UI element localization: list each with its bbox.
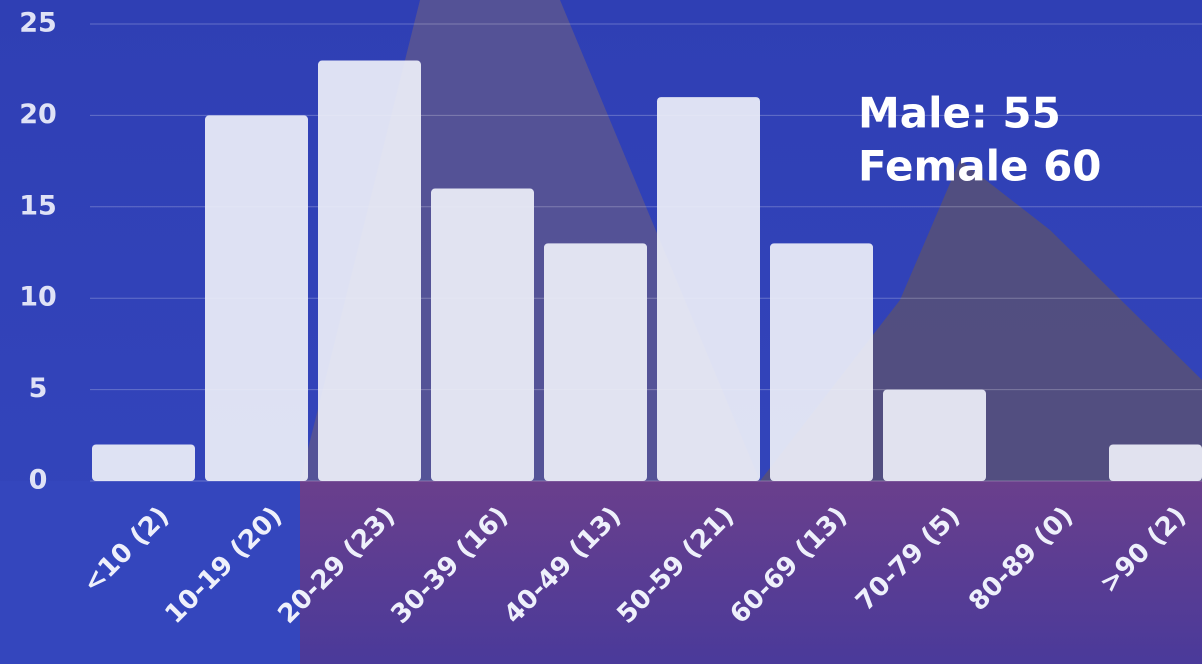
bar <box>657 97 760 482</box>
annotation: Male: 55 <box>858 89 1061 138</box>
y-tick-label: 20 <box>19 99 57 130</box>
y-tick-label: 10 <box>19 282 57 313</box>
bar <box>92 444 195 481</box>
y-tick-label: 5 <box>29 373 48 404</box>
y-tick-label: 25 <box>19 8 57 39</box>
building <box>300 481 1202 664</box>
annotation: Female 60 <box>858 142 1102 191</box>
bar <box>770 243 873 481</box>
y-tick-label: 15 <box>19 190 57 221</box>
y-tick-label: 0 <box>29 465 48 496</box>
bar <box>431 188 534 481</box>
bar <box>1109 444 1202 481</box>
bar <box>205 115 308 482</box>
bar <box>883 389 986 481</box>
bar <box>544 243 647 481</box>
bar <box>318 60 421 482</box>
sky-lower <box>0 481 300 664</box>
